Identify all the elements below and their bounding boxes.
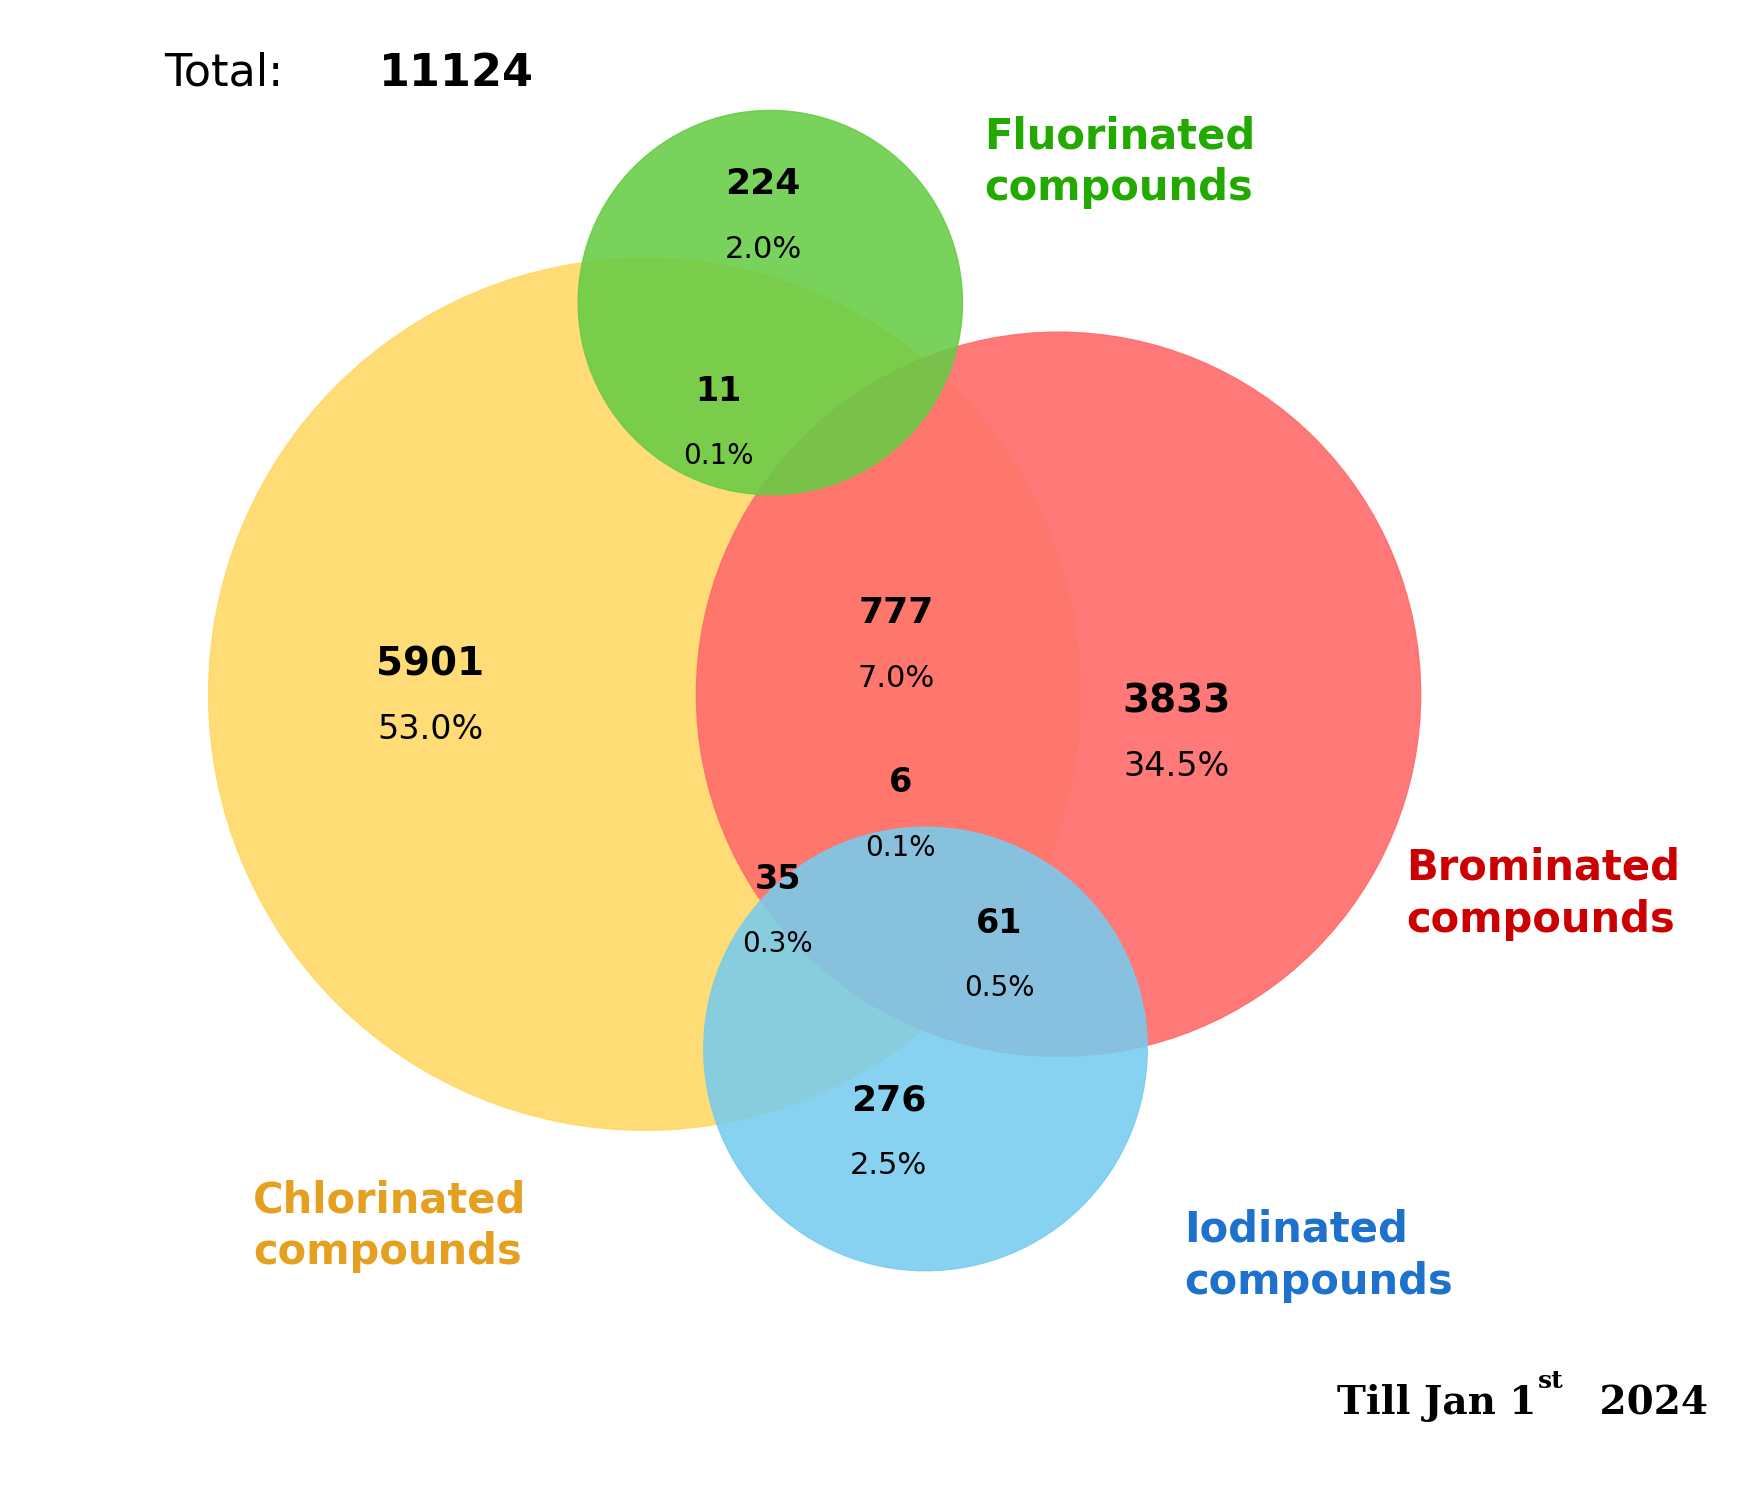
Text: Fluorinated
compounds: Fluorinated compounds (984, 115, 1256, 209)
Text: st: st (1538, 1368, 1563, 1392)
Text: 2024: 2024 (1587, 1385, 1709, 1422)
Text: 3833: 3833 (1122, 683, 1232, 721)
Text: 0.3%: 0.3% (742, 930, 814, 958)
Text: 2.0%: 2.0% (725, 234, 801, 264)
Text: 777: 777 (859, 595, 934, 630)
Text: Till Jan 1: Till Jan 1 (1336, 1385, 1536, 1422)
Text: 0.5%: 0.5% (963, 974, 1035, 1003)
Text: 11124: 11124 (378, 52, 533, 95)
Text: 7.0%: 7.0% (857, 664, 934, 692)
Text: 34.5%: 34.5% (1124, 750, 1230, 783)
Text: 0.1%: 0.1% (866, 834, 935, 862)
Circle shape (209, 258, 1080, 1131)
Text: 276: 276 (850, 1083, 927, 1118)
Text: Total:: Total: (164, 52, 298, 95)
Text: 5901: 5901 (376, 646, 484, 683)
Circle shape (578, 110, 962, 495)
Text: Iodinated
compounds: Iodinated compounds (1185, 1209, 1453, 1303)
Text: 61: 61 (976, 907, 1023, 940)
Text: Brominated
compounds: Brominated compounds (1406, 847, 1679, 941)
Circle shape (704, 827, 1148, 1271)
Text: 2.5%: 2.5% (850, 1152, 927, 1180)
Text: 6: 6 (888, 767, 913, 800)
Text: Chlorinated
compounds: Chlorinated compounds (253, 1180, 526, 1273)
Circle shape (697, 333, 1421, 1056)
Text: 35: 35 (754, 862, 801, 895)
Text: 11: 11 (695, 374, 742, 407)
Text: 0.1%: 0.1% (683, 442, 754, 470)
Text: 224: 224 (725, 167, 801, 201)
Text: 53.0%: 53.0% (378, 713, 484, 746)
